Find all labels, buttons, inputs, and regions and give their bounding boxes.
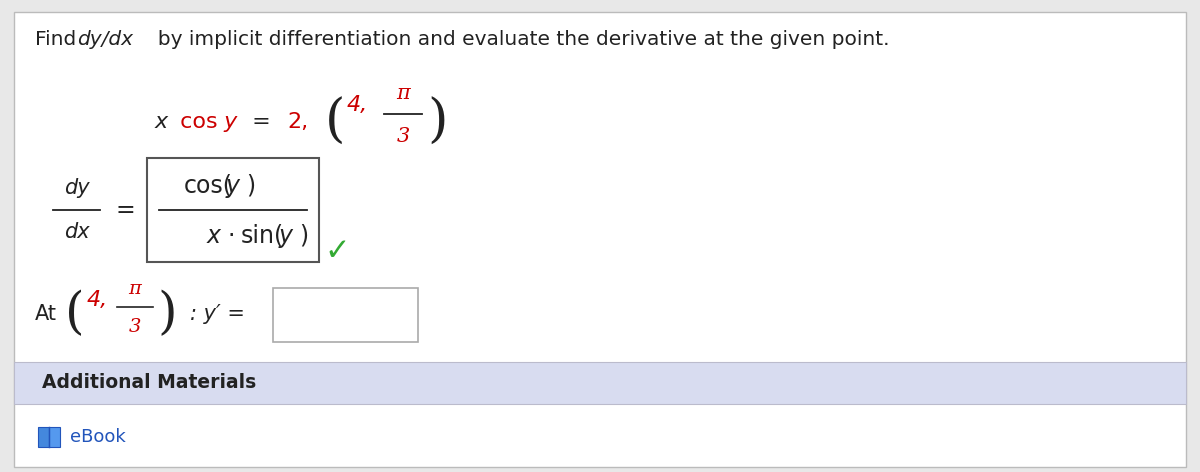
Text: ): )	[299, 224, 308, 248]
Text: π: π	[396, 84, 410, 103]
Text: π: π	[128, 280, 142, 298]
Text: dy/dx: dy/dx	[77, 31, 133, 50]
Text: y: y	[280, 224, 293, 248]
Text: (: (	[325, 96, 346, 147]
Text: 4,: 4,	[347, 95, 368, 115]
Text: Find: Find	[35, 31, 89, 50]
Text: cos(: cos(	[184, 174, 233, 198]
Text: ): )	[246, 174, 256, 198]
Bar	[38, 427, 49, 447]
FancyBboxPatch shape	[274, 288, 418, 342]
Text: x: x	[155, 112, 168, 132]
Bar	[49, 427, 60, 447]
Text: ): )	[157, 289, 176, 339]
Text: =: =	[115, 198, 134, 222]
FancyBboxPatch shape	[14, 12, 1186, 467]
Text: x: x	[208, 224, 221, 248]
Text: At: At	[35, 304, 58, 324]
Text: ✓: ✓	[324, 237, 349, 267]
Text: : y′ =: : y′ =	[190, 304, 245, 324]
Text: dy: dy	[64, 178, 90, 198]
Text: 3: 3	[128, 318, 142, 336]
Text: Additional Materials: Additional Materials	[42, 373, 257, 393]
Text: y: y	[217, 112, 238, 132]
FancyBboxPatch shape	[148, 158, 319, 262]
Text: 4,: 4,	[88, 290, 108, 310]
Text: ⋅: ⋅	[227, 224, 235, 248]
Text: y: y	[226, 174, 240, 198]
Text: eBook: eBook	[70, 428, 126, 446]
Text: 2,: 2,	[287, 112, 308, 132]
FancyBboxPatch shape	[14, 362, 1186, 404]
Text: cos: cos	[173, 112, 217, 132]
Text: ): )	[427, 96, 448, 147]
Text: dx: dx	[64, 222, 90, 242]
Text: (: (	[65, 289, 85, 339]
Text: by implicit differentiation and evaluate the derivative at the given point.: by implicit differentiation and evaluate…	[145, 31, 889, 50]
Text: =: =	[245, 112, 278, 132]
Text: sin(: sin(	[241, 224, 284, 248]
Text: 3: 3	[396, 127, 409, 146]
